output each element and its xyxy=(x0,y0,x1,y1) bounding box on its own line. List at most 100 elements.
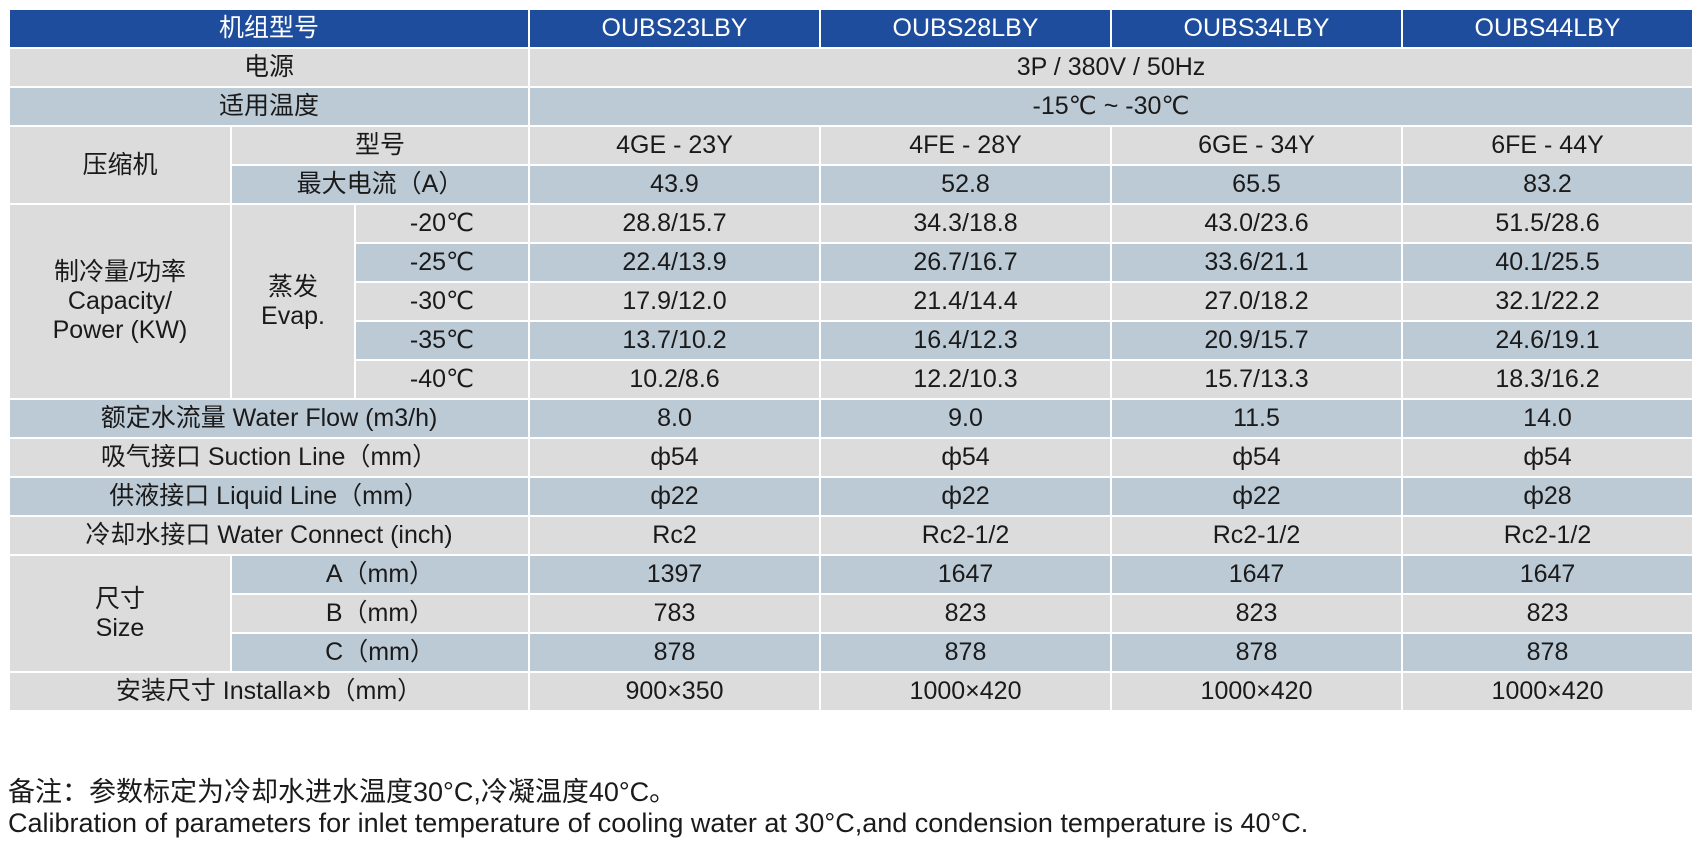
water-flow-cell: 9.0 xyxy=(819,398,1113,439)
power-supply-label: 电源 xyxy=(7,47,531,88)
liquid-cell: ф22 xyxy=(819,476,1113,517)
size-cell: 878 xyxy=(1401,632,1695,673)
evap-temp: -35℃ xyxy=(353,320,531,361)
compressor-model-label: 型号 xyxy=(229,125,531,166)
install-cell: 1000×420 xyxy=(819,671,1113,712)
suction-cell: ф54 xyxy=(528,437,822,478)
install-cell: 1000×420 xyxy=(1401,671,1695,712)
capacity-cell: 28.8/15.7 xyxy=(528,203,822,244)
water-connect-label: 冷却水接口 Water Connect (inch) xyxy=(7,515,531,556)
capacity-cell: 24.6/19.1 xyxy=(1401,320,1695,361)
capacity-label-en2: Power (KW) xyxy=(52,315,188,344)
water-connect-cell: Rc2-1/2 xyxy=(1401,515,1695,556)
size-cell: 878 xyxy=(528,632,822,673)
capacity-cell: 40.1/25.5 xyxy=(1401,242,1695,283)
capacity-row: 制冷量/功率 Capacity/ Power (KW) 蒸发 Evap. -20… xyxy=(8,203,1695,400)
evap-label-en: Evap. xyxy=(261,301,325,330)
model-header-label: 机组型号 xyxy=(7,8,531,49)
liquid-row: 供液接口 Liquid Line（mm） ф22 ф22 ф22 ф28 xyxy=(7,476,1695,517)
install-cell: 900×350 xyxy=(528,671,822,712)
capacity-cell: 10.2/8.6 xyxy=(528,359,822,400)
water-connect-cell: Rc2-1/2 xyxy=(1110,515,1404,556)
capacity-row: -25℃ 22.4/13.9 26.7/16.7 33.6/21.1 40.1/… xyxy=(9,242,1695,283)
capacity-cell: 33.6/21.1 xyxy=(1110,242,1404,283)
liquid-cell: ф28 xyxy=(1401,476,1695,517)
temp-range-value: -15℃ ~ -30℃ xyxy=(528,86,1695,127)
header-row: 机组型号 OUBS23LBY OUBS28LBY OUBS34LBY OUBS4… xyxy=(7,8,1695,49)
evap-temp: -30℃ xyxy=(353,281,531,322)
size-cell: 823 xyxy=(1401,593,1695,634)
suction-cell: ф54 xyxy=(819,437,1113,478)
size-cell: 1397 xyxy=(528,554,822,595)
suction-cell: ф54 xyxy=(1110,437,1404,478)
water-flow-cell: 11.5 xyxy=(1110,398,1404,439)
size-dim-label: A（mm） xyxy=(229,554,531,595)
compressor-model-2: 4FE - 28Y xyxy=(819,125,1113,166)
size-label: 尺寸 Size xyxy=(8,554,232,673)
capacity-cell: 18.3/16.2 xyxy=(1401,359,1695,400)
capacity-cell: 12.2/10.3 xyxy=(819,359,1113,400)
suction-label: 吸气接口 Suction Line（mm） xyxy=(7,437,531,478)
note-chinese: 备注：参数标定为冷却水进水温度30°C,冷凝温度40°C。 xyxy=(8,777,677,807)
suction-row: 吸气接口 Suction Line（mm） ф54 ф54 ф54 ф54 xyxy=(7,437,1695,478)
capacity-cell: 51.5/28.6 xyxy=(1401,203,1695,244)
capacity-cell: 27.0/18.2 xyxy=(1110,281,1404,322)
size-cell: 823 xyxy=(819,593,1113,634)
water-connect-row: 冷却水接口 Water Connect (inch) Rc2 Rc2-1/2 R… xyxy=(7,515,1695,556)
install-cell: 1000×420 xyxy=(1110,671,1404,712)
water-connect-cell: Rc2 xyxy=(528,515,822,556)
note-english: Calibration of parameters for inlet temp… xyxy=(8,808,1309,838)
capacity-label-en1: Capacity/ xyxy=(67,287,173,316)
compressor-current-row: 最大电流（A） 43.9 52.8 65.5 83.2 xyxy=(9,164,1695,205)
size-row: 尺寸 Size A（mm） 1397 1647 1647 1647 xyxy=(8,554,1695,673)
power-supply-value: 3P / 380V / 50Hz xyxy=(528,47,1695,88)
liquid-cell: ф22 xyxy=(1110,476,1404,517)
size-label-cn: 尺寸 xyxy=(94,584,145,613)
compressor-model-3: 6GE - 34Y xyxy=(1110,125,1404,166)
compressor-current-label: 最大电流（A） xyxy=(229,164,531,205)
evap-label-cn: 蒸发 xyxy=(267,272,318,301)
capacity-label-cn: 制冷量/功率 xyxy=(54,258,186,287)
suction-cell: ф54 xyxy=(1401,437,1695,478)
temp-range-row: 适用温度 -15℃ ~ -30℃ xyxy=(7,86,1695,127)
size-cell: 878 xyxy=(1110,632,1404,673)
model-header-2: OUBS28LBY xyxy=(819,8,1113,49)
compressor-model-1: 4GE - 23Y xyxy=(528,125,822,166)
compressor-label: 压缩机 xyxy=(8,125,232,205)
capacity-label: 制冷量/功率 Capacity/ Power (KW) xyxy=(8,203,232,400)
water-flow-label: 额定水流量 Water Flow (m3/h) xyxy=(7,398,531,439)
capacity-cell: 22.4/13.9 xyxy=(528,242,822,283)
capacity-cell: 34.3/18.8 xyxy=(819,203,1113,244)
evap-label: 蒸发 Evap. xyxy=(230,203,356,400)
compressor-current-2: 52.8 xyxy=(819,164,1113,205)
size-dim-label: B（mm） xyxy=(229,593,531,634)
size-label-en: Size xyxy=(95,613,145,642)
evap-temp: -20℃ xyxy=(353,203,531,244)
liquid-cell: ф22 xyxy=(528,476,822,517)
model-header-4: OUBS44LBY xyxy=(1401,8,1695,49)
water-flow-row: 额定水流量 Water Flow (m3/h) 8.0 9.0 11.5 14.… xyxy=(7,398,1695,439)
size-cell: 878 xyxy=(819,632,1113,673)
size-cell: 823 xyxy=(1110,593,1404,634)
size-dim-label: C（mm） xyxy=(229,632,531,673)
capacity-cell: 17.9/12.0 xyxy=(528,281,822,322)
temp-range-label: 适用温度 xyxy=(7,86,531,127)
capacity-cell: 32.1/22.2 xyxy=(1401,281,1695,322)
capacity-cell: 43.0/23.6 xyxy=(1110,203,1404,244)
capacity-cell: 16.4/12.3 xyxy=(819,320,1113,361)
spec-table: 机组型号 OUBS23LBY OUBS28LBY OUBS34LBY OUBS4… xyxy=(7,8,1695,712)
water-connect-cell: Rc2-1/2 xyxy=(819,515,1113,556)
compressor-current-4: 83.2 xyxy=(1401,164,1695,205)
capacity-cell: 13.7/10.2 xyxy=(528,320,822,361)
capacity-cell: 21.4/14.4 xyxy=(819,281,1113,322)
evap-temp: -40℃ xyxy=(353,359,531,400)
size-row: C（mm） 878 878 878 878 xyxy=(9,632,1695,673)
power-supply-row: 电源 3P / 380V / 50Hz xyxy=(7,47,1695,88)
water-flow-cell: 14.0 xyxy=(1401,398,1695,439)
size-row: B（mm） 783 823 823 823 xyxy=(9,593,1695,634)
liquid-label: 供液接口 Liquid Line（mm） xyxy=(7,476,531,517)
model-header-3: OUBS34LBY xyxy=(1110,8,1404,49)
size-cell: 1647 xyxy=(819,554,1113,595)
compressor-current-1: 43.9 xyxy=(528,164,822,205)
install-row: 安装尺寸 Installa×b（mm） 900×350 1000×420 100… xyxy=(7,671,1695,712)
